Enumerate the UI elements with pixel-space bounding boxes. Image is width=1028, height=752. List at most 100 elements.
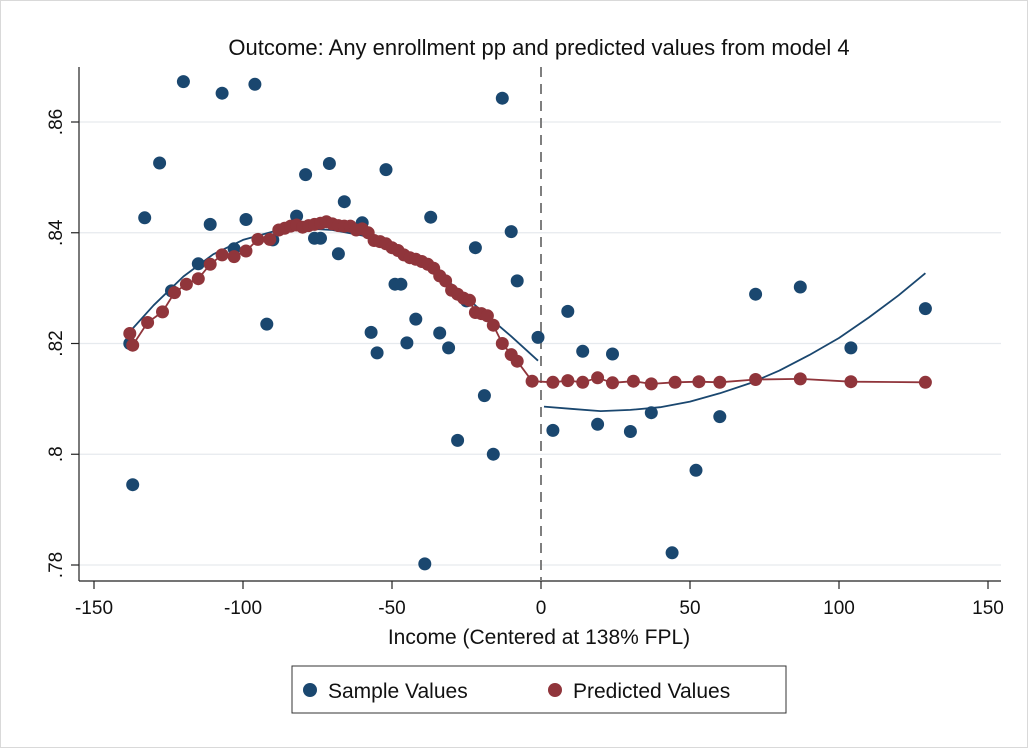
predicted-point [644, 377, 658, 391]
predicted-point [203, 257, 217, 271]
predicted-point [156, 305, 169, 319]
x-tick-label: 150 [972, 598, 1004, 619]
predicted-point [510, 354, 524, 368]
predicted-point [749, 373, 763, 386]
predicted-point [591, 371, 605, 385]
sample-point [644, 406, 658, 420]
chart-title: Outcome: Any enrollment pp and predicted… [228, 35, 849, 60]
sample-point [606, 347, 619, 361]
sample-point [665, 546, 679, 560]
predicted-point [793, 372, 807, 386]
right-fit-line [543, 272, 926, 412]
sample-point [215, 86, 229, 100]
sample-point [394, 277, 408, 291]
sample-point [418, 557, 432, 571]
predicted-point [126, 338, 140, 352]
y-tick-label: .78 [46, 552, 67, 578]
predicted-point [141, 316, 155, 329]
x-axis-ticks: -150 -100 -50 0 50 100 150 [75, 581, 1004, 619]
predicted-point [463, 293, 476, 307]
sample-point [504, 225, 518, 239]
x-tick-label: 50 [679, 598, 700, 619]
sample-point [260, 317, 274, 331]
predicted-point [486, 318, 500, 332]
sample-point [370, 346, 384, 360]
sample-point [531, 330, 545, 344]
x-tick-label: 100 [823, 598, 855, 619]
x-tick-label: -100 [224, 598, 262, 619]
sample-point [364, 325, 378, 339]
sample-point [126, 478, 140, 492]
x-axis-title: Income (Centered at 138% FPL) [388, 626, 690, 649]
sample-point [689, 463, 703, 477]
sample-point [424, 210, 438, 224]
data-points [123, 75, 932, 571]
legend-label-predicted: Predicted Values [573, 680, 730, 703]
predicted-point [439, 274, 453, 288]
sample-point [153, 156, 167, 170]
sample-point [623, 425, 637, 438]
sample-point [495, 91, 509, 105]
legend-marker-predicted [548, 683, 562, 697]
sample-point [442, 341, 456, 355]
y-tick-label: .86 [46, 109, 67, 135]
predicted-point [713, 375, 727, 389]
predicted-point [239, 244, 253, 258]
predicted-point [668, 375, 682, 389]
sample-point [400, 336, 414, 350]
y-tick-label: .8 [46, 446, 67, 462]
predicted-point [561, 374, 575, 388]
y-tick-label: .84 [46, 219, 67, 246]
predicted-point [576, 375, 590, 389]
sample-point [314, 231, 327, 245]
sample-point [409, 312, 423, 326]
sample-point [337, 195, 351, 209]
sample-point [546, 423, 560, 437]
sample-point [486, 447, 500, 461]
sample-point [591, 417, 605, 431]
sample-point [191, 257, 205, 271]
predicted-point [251, 232, 265, 246]
sample-point [918, 302, 932, 316]
sample-point [576, 344, 590, 358]
sample-point [477, 389, 491, 403]
sample-point [203, 217, 217, 231]
sample-point [322, 157, 336, 170]
legend-box [291, 665, 787, 714]
sample-point [299, 168, 313, 182]
sample-point [433, 326, 447, 340]
y-tick-label: .82 [46, 330, 67, 356]
x-tick-label: -50 [378, 598, 405, 619]
predicted-point [606, 376, 619, 390]
sample-point [379, 163, 393, 177]
predicted-point [191, 272, 205, 286]
sample-point [713, 410, 727, 424]
sample-point [561, 304, 575, 318]
sample-point [468, 241, 482, 255]
predicted-point [546, 375, 560, 389]
sample-point [331, 247, 345, 261]
legend-marker-sample [303, 683, 317, 697]
fit-lines [128, 67, 926, 581]
predicted-point [215, 248, 229, 262]
predicted-point [525, 374, 539, 388]
sample-point [290, 209, 304, 223]
predicted-point [626, 374, 640, 388]
predicted-point [495, 337, 509, 350]
predicted-point [123, 327, 137, 340]
predicted-point [480, 309, 494, 323]
sample-point [844, 341, 858, 355]
predicted-point [168, 286, 181, 300]
sample-point [176, 75, 190, 89]
predicted-point [179, 277, 193, 291]
sample-point [510, 274, 524, 288]
sample-point [248, 77, 262, 91]
x-tick-label: -150 [75, 598, 113, 619]
sample-point [451, 433, 465, 447]
legend: Sample Values Predicted Values [291, 665, 787, 714]
predicted-point [918, 375, 932, 389]
y-axis-ticks: .78 .8 .82 .84 .86 [46, 109, 79, 578]
predicted-point [844, 375, 858, 389]
